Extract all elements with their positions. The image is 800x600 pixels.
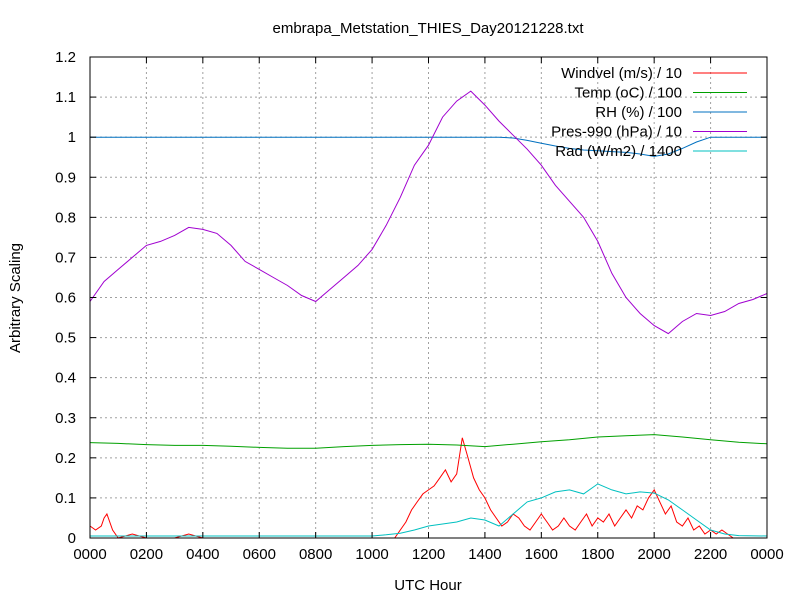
y-tick-label: 1 — [68, 129, 76, 146]
series-line-3 — [90, 136, 767, 157]
x-tick-label: 0800 — [299, 546, 332, 563]
x-tick-label: 2200 — [694, 546, 727, 563]
y-tick-label: 1.2 — [55, 49, 76, 66]
x-tick-label: 0600 — [243, 546, 276, 563]
legend-label-2: Temp (oC) / 100 — [574, 85, 682, 102]
y-tick-label: 0.1 — [55, 490, 76, 507]
y-tick-label: 1.1 — [55, 89, 76, 106]
x-tick-label: 1200 — [412, 546, 445, 563]
y-tick-label: 0.3 — [55, 410, 76, 427]
y-tick-label: 0.4 — [55, 370, 76, 387]
x-tick-label: 1800 — [581, 546, 614, 563]
x-tick-label: 1400 — [468, 546, 501, 563]
y-tick-label: 0.6 — [55, 290, 76, 307]
legend: Windvel (m/s) / 10 Temp (oC) / 100 RH (%) … — [551, 65, 747, 160]
chart-title: embrapa_Metstation_THIES_Day20121228.txt — [272, 20, 584, 37]
legend-label-4: Pres-990 (hPa) / 10 — [551, 124, 682, 141]
x-tick-label: 0200 — [130, 546, 163, 563]
y-tick-label: 0.9 — [55, 169, 76, 186]
series-line-4 — [89, 90, 768, 335]
tick-layer: 0000 0200 0400 0600 0800 1000 1200 1400 1600 1800… — [55, 49, 784, 563]
legend-label-3: RH (%) / 100 — [595, 104, 682, 121]
series-layer — [89, 90, 768, 539]
legend-label-5: Rad (W/m2) / 1400 — [555, 143, 682, 160]
x-tick-label: 0000 — [750, 546, 783, 563]
x-tick-label: 2000 — [637, 546, 670, 563]
y-tick-label: 0.8 — [55, 209, 76, 226]
y-tick-label: 0 — [68, 530, 76, 547]
y-tick-label: 0.5 — [55, 330, 76, 347]
y-tick-label: 0.7 — [55, 249, 76, 266]
legend-label-1: Windvel (m/s) / 10 — [561, 65, 682, 82]
x-tick-label: 0000 — [73, 546, 106, 563]
x-tick-label: 0400 — [186, 546, 219, 563]
series-line-5 — [90, 483, 768, 537]
x-axis-label: UTC Hour — [394, 577, 462, 594]
y-tick-label: 0.2 — [55, 450, 76, 467]
x-tick-label: 1000 — [355, 546, 388, 563]
y-axis-label: Arbitrary Scaling — [7, 243, 24, 353]
series-line-2 — [89, 434, 768, 449]
x-tick-label: 1600 — [525, 546, 558, 563]
